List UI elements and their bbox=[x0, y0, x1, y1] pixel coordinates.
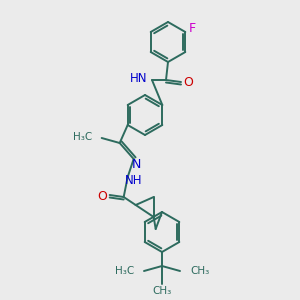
Text: H₃C: H₃C bbox=[115, 266, 134, 276]
Text: O: O bbox=[183, 76, 193, 89]
Text: H₃C: H₃C bbox=[74, 132, 93, 142]
Text: O: O bbox=[98, 190, 108, 202]
Text: F: F bbox=[189, 22, 196, 35]
Text: CH₃: CH₃ bbox=[152, 286, 172, 296]
Text: HN: HN bbox=[130, 73, 147, 85]
Text: N: N bbox=[132, 158, 141, 170]
Text: NH: NH bbox=[125, 175, 142, 188]
Text: CH₃: CH₃ bbox=[190, 266, 209, 276]
